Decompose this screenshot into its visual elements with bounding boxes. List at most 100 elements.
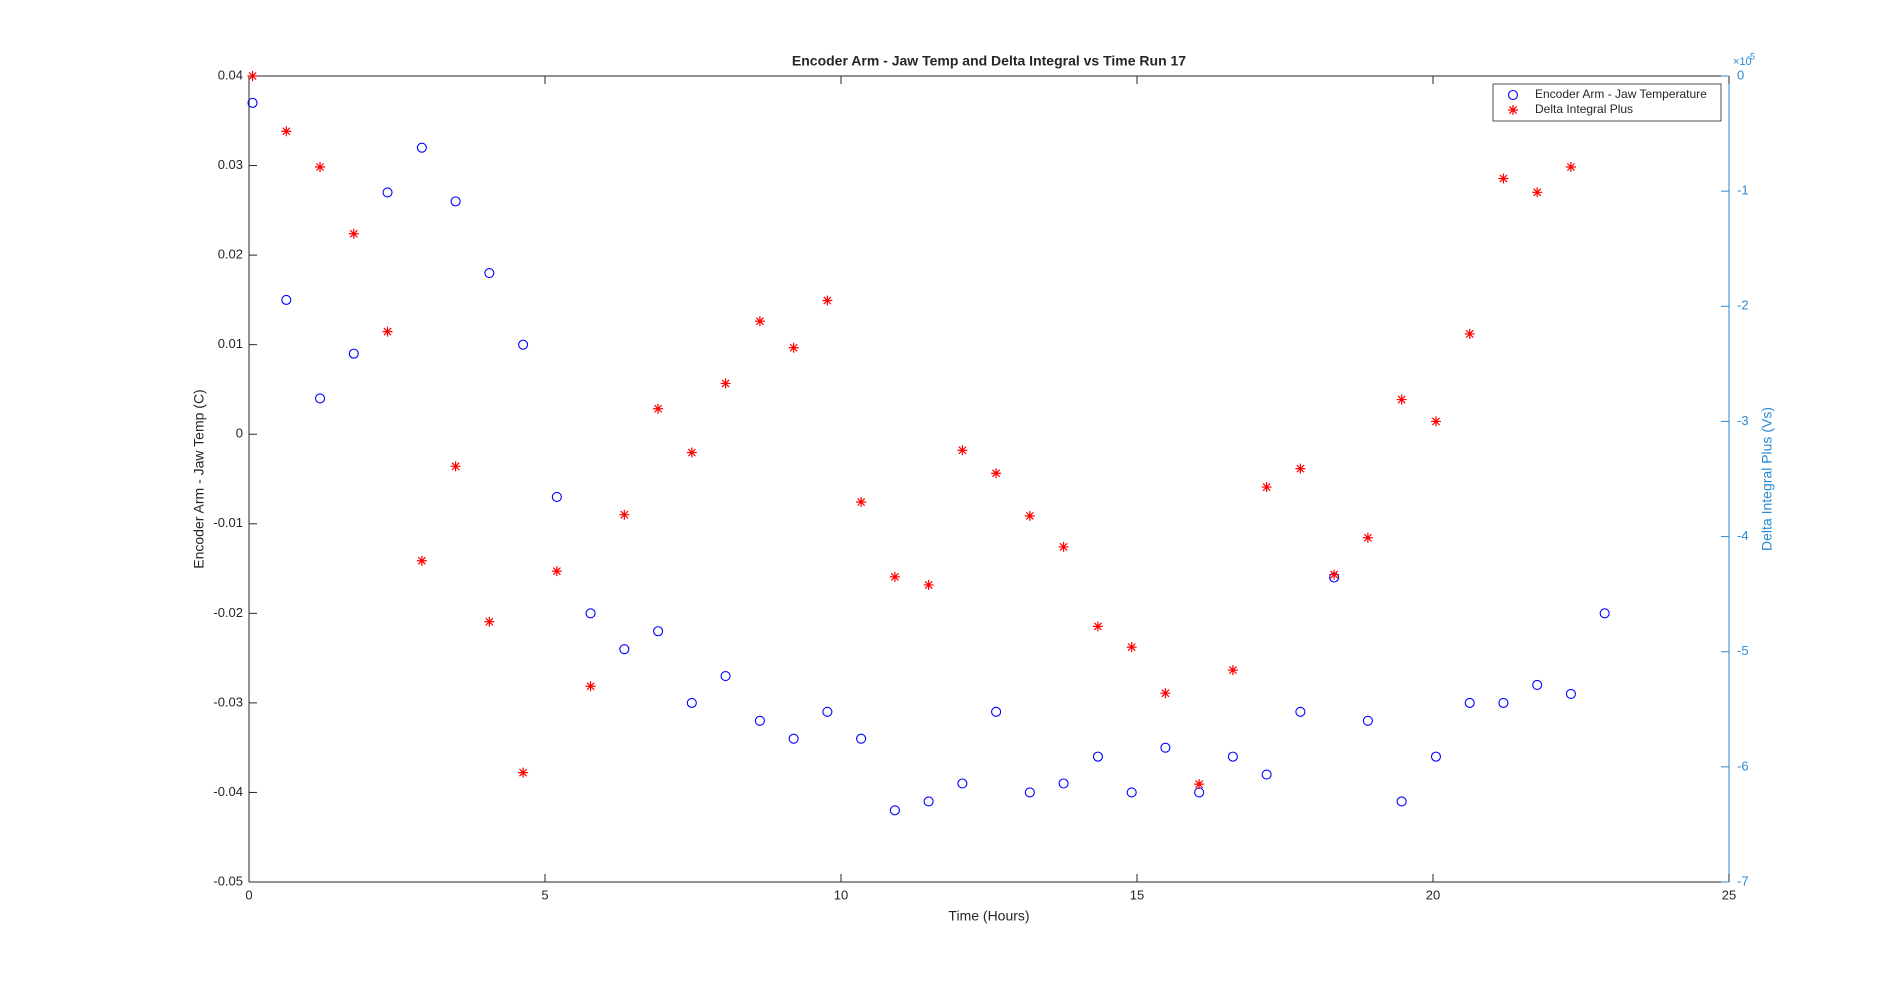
point (957, 778, 968, 789)
legend-marker (1508, 105, 1518, 115)
y-tick-label: 0.01 (218, 336, 243, 351)
point (585, 608, 596, 619)
point (416, 142, 427, 153)
legend-label: Delta Integral Plus (1535, 102, 1633, 116)
point (889, 571, 900, 582)
point (686, 697, 697, 708)
y2-axis-label: Delta Integral Plus (Vs) (1759, 407, 1775, 551)
point (720, 670, 731, 682)
point (1464, 697, 1475, 708)
point (281, 126, 292, 137)
point (1464, 328, 1475, 339)
point (1024, 510, 1035, 521)
y2-tick-label: -6 (1737, 758, 1749, 773)
point (1261, 769, 1272, 780)
point (991, 706, 1002, 717)
y-tick-label: -0.04 (213, 784, 243, 799)
y-tick-label: -0.05 (213, 873, 243, 888)
point (923, 579, 934, 590)
y-tick-label: -0.02 (213, 605, 243, 620)
point (619, 509, 630, 520)
point (1126, 642, 1137, 653)
point (551, 491, 562, 502)
point (484, 267, 495, 279)
y2-multiplier: ×10 (1733, 56, 1752, 68)
point (1092, 621, 1103, 632)
point (1194, 779, 1205, 790)
point (653, 403, 664, 414)
point (518, 767, 529, 778)
point (686, 447, 697, 458)
legend-marker (1507, 89, 1519, 101)
point (382, 187, 393, 198)
point (1329, 569, 1340, 580)
point (1498, 697, 1509, 708)
x-tick-label: 25 (1722, 887, 1736, 902)
point (1092, 751, 1103, 762)
point (348, 348, 359, 359)
point (484, 616, 495, 627)
point (788, 342, 799, 353)
point (1396, 796, 1407, 807)
point (1261, 482, 1272, 493)
y2-tick-label: -4 (1737, 528, 1749, 543)
point (1565, 688, 1576, 699)
point (1430, 416, 1441, 427)
y2-tick-label: -7 (1737, 873, 1749, 888)
x-axis-label: Time (Hours) (948, 908, 1029, 924)
point (450, 461, 461, 472)
point (314, 393, 326, 404)
x-tick-label: 10 (834, 887, 848, 902)
point (1295, 463, 1306, 474)
point (720, 378, 731, 389)
point (1396, 394, 1407, 405)
point (1227, 751, 1238, 762)
point (382, 326, 393, 337)
y2-tick-label: -1 (1737, 183, 1749, 198)
point (1160, 688, 1171, 699)
point (315, 161, 326, 172)
y-tick-label: 0.03 (218, 157, 243, 172)
point (889, 805, 900, 816)
y2-tick-label: -3 (1737, 413, 1749, 428)
point (822, 295, 833, 306)
point (1532, 187, 1543, 198)
point (1362, 532, 1373, 543)
point (450, 196, 461, 207)
point (1599, 608, 1610, 619)
point (1058, 541, 1069, 552)
point (1160, 742, 1171, 753)
point (619, 644, 630, 655)
point (856, 497, 867, 508)
point (1295, 706, 1306, 717)
x-tick-label: 20 (1426, 887, 1440, 902)
legend-label: Encoder Arm - Jaw Temperature (1535, 87, 1707, 101)
point (754, 715, 765, 726)
point (754, 316, 765, 327)
y2-tick-label: -5 (1737, 643, 1749, 658)
y-tick-label: 0.04 (218, 67, 243, 82)
point (856, 733, 867, 744)
point (518, 339, 529, 350)
point (822, 706, 833, 717)
y2-exponent: -5 (1747, 51, 1755, 61)
y2-tick-label: -2 (1737, 298, 1749, 313)
point (788, 733, 799, 744)
x-tick-label: 5 (541, 887, 548, 902)
x-tick-label: 0 (245, 887, 252, 902)
point (957, 445, 968, 456)
y-tick-label: -0.03 (213, 694, 243, 709)
point (923, 796, 934, 807)
y-axis-label: Encoder Arm - Jaw Temp (C) (191, 389, 207, 568)
y-tick-label: -0.01 (213, 515, 243, 530)
point (653, 626, 664, 637)
y-tick-label: 0.02 (218, 247, 243, 262)
point (416, 555, 427, 566)
point (1430, 751, 1442, 762)
y-tick-label: 0 (236, 426, 243, 441)
point (1362, 715, 1373, 726)
point (1498, 173, 1509, 184)
point (247, 97, 258, 108)
